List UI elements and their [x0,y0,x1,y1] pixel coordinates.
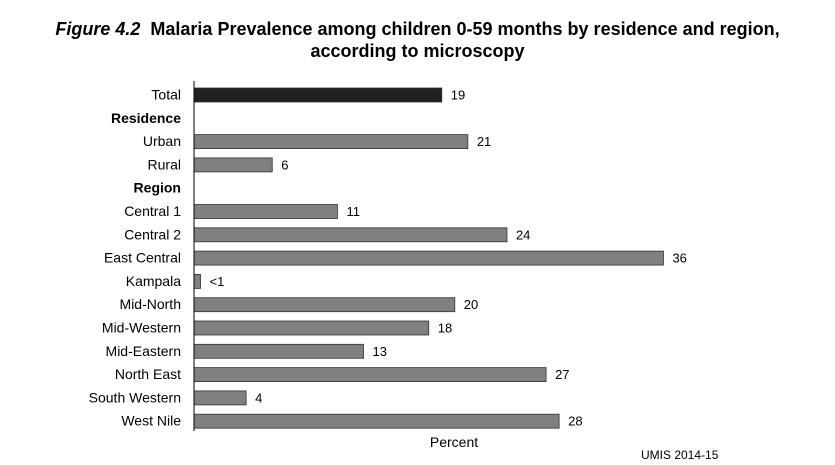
bar-rural [193,157,273,173]
x-axis-label: Percent [430,434,478,450]
bar-central-1 [193,204,338,219]
data-label-west-nile: 28 [568,414,582,429]
category-label-west-nile: West Nile [121,413,181,429]
title-line-1: Figure 4.2 Malaria Prevalence among chil… [0,18,835,40]
bar-mid-western [193,320,430,336]
data-label-mid-western: 18 [438,321,452,336]
category-label-south-western: South Western [89,389,181,405]
chart-title: Figure 4.2 Malaria Prevalence among chil… [0,18,835,62]
category-label-central-2: Central 2 [124,226,181,242]
data-label-urban: 21 [477,134,491,149]
data-label-mid-north: 20 [464,297,478,312]
bar-north-east [193,367,547,383]
data-label-rural: 6 [281,157,288,172]
group-header-region: Region [134,180,181,196]
category-label-north-east: North East [115,366,181,382]
bar-mid-north [193,297,456,313]
bar-mid-eastern [193,343,364,359]
category-label-urban: Urban [143,133,181,149]
category-label-mid-western: Mid-Western [102,320,181,336]
data-label-north-east: 27 [555,367,569,382]
bar-kampala [193,273,201,289]
bar-south-western [193,390,247,406]
group-header-residence: Residence [111,110,181,126]
category-label-mid-north: Mid-North [120,296,181,312]
category-label-kampala: Kampala [126,273,181,289]
title-text-2: according to microscopy [310,41,525,61]
category-label-central-1: Central 1 [124,203,181,219]
data-label-central-1: 11 [346,204,360,219]
bar-east-central [193,250,664,266]
title-text-1: Malaria Prevalence among children 0-59 m… [150,19,780,39]
source-note: UMIS 2014-15 [641,448,719,462]
data-label-total: 19 [451,88,465,103]
category-label-east-central: East Central [104,250,181,266]
data-label-mid-eastern: 13 [373,344,387,359]
category-label-mid-eastern: Mid-Eastern [106,343,181,359]
category-label-total: Total [151,87,181,103]
data-label-central-2: 24 [516,227,530,242]
figure-label: Figure 4.2 [55,19,141,39]
bar-urban [193,134,469,150]
data-label-south-western: 4 [255,390,262,405]
category-label-rural: Rural [148,156,181,172]
bar-total [193,87,443,103]
bar-central-2 [193,227,508,243]
bar-west-nile [193,413,560,429]
data-label-east-central: 36 [672,251,686,266]
data-label-kampala: <1 [210,274,225,289]
